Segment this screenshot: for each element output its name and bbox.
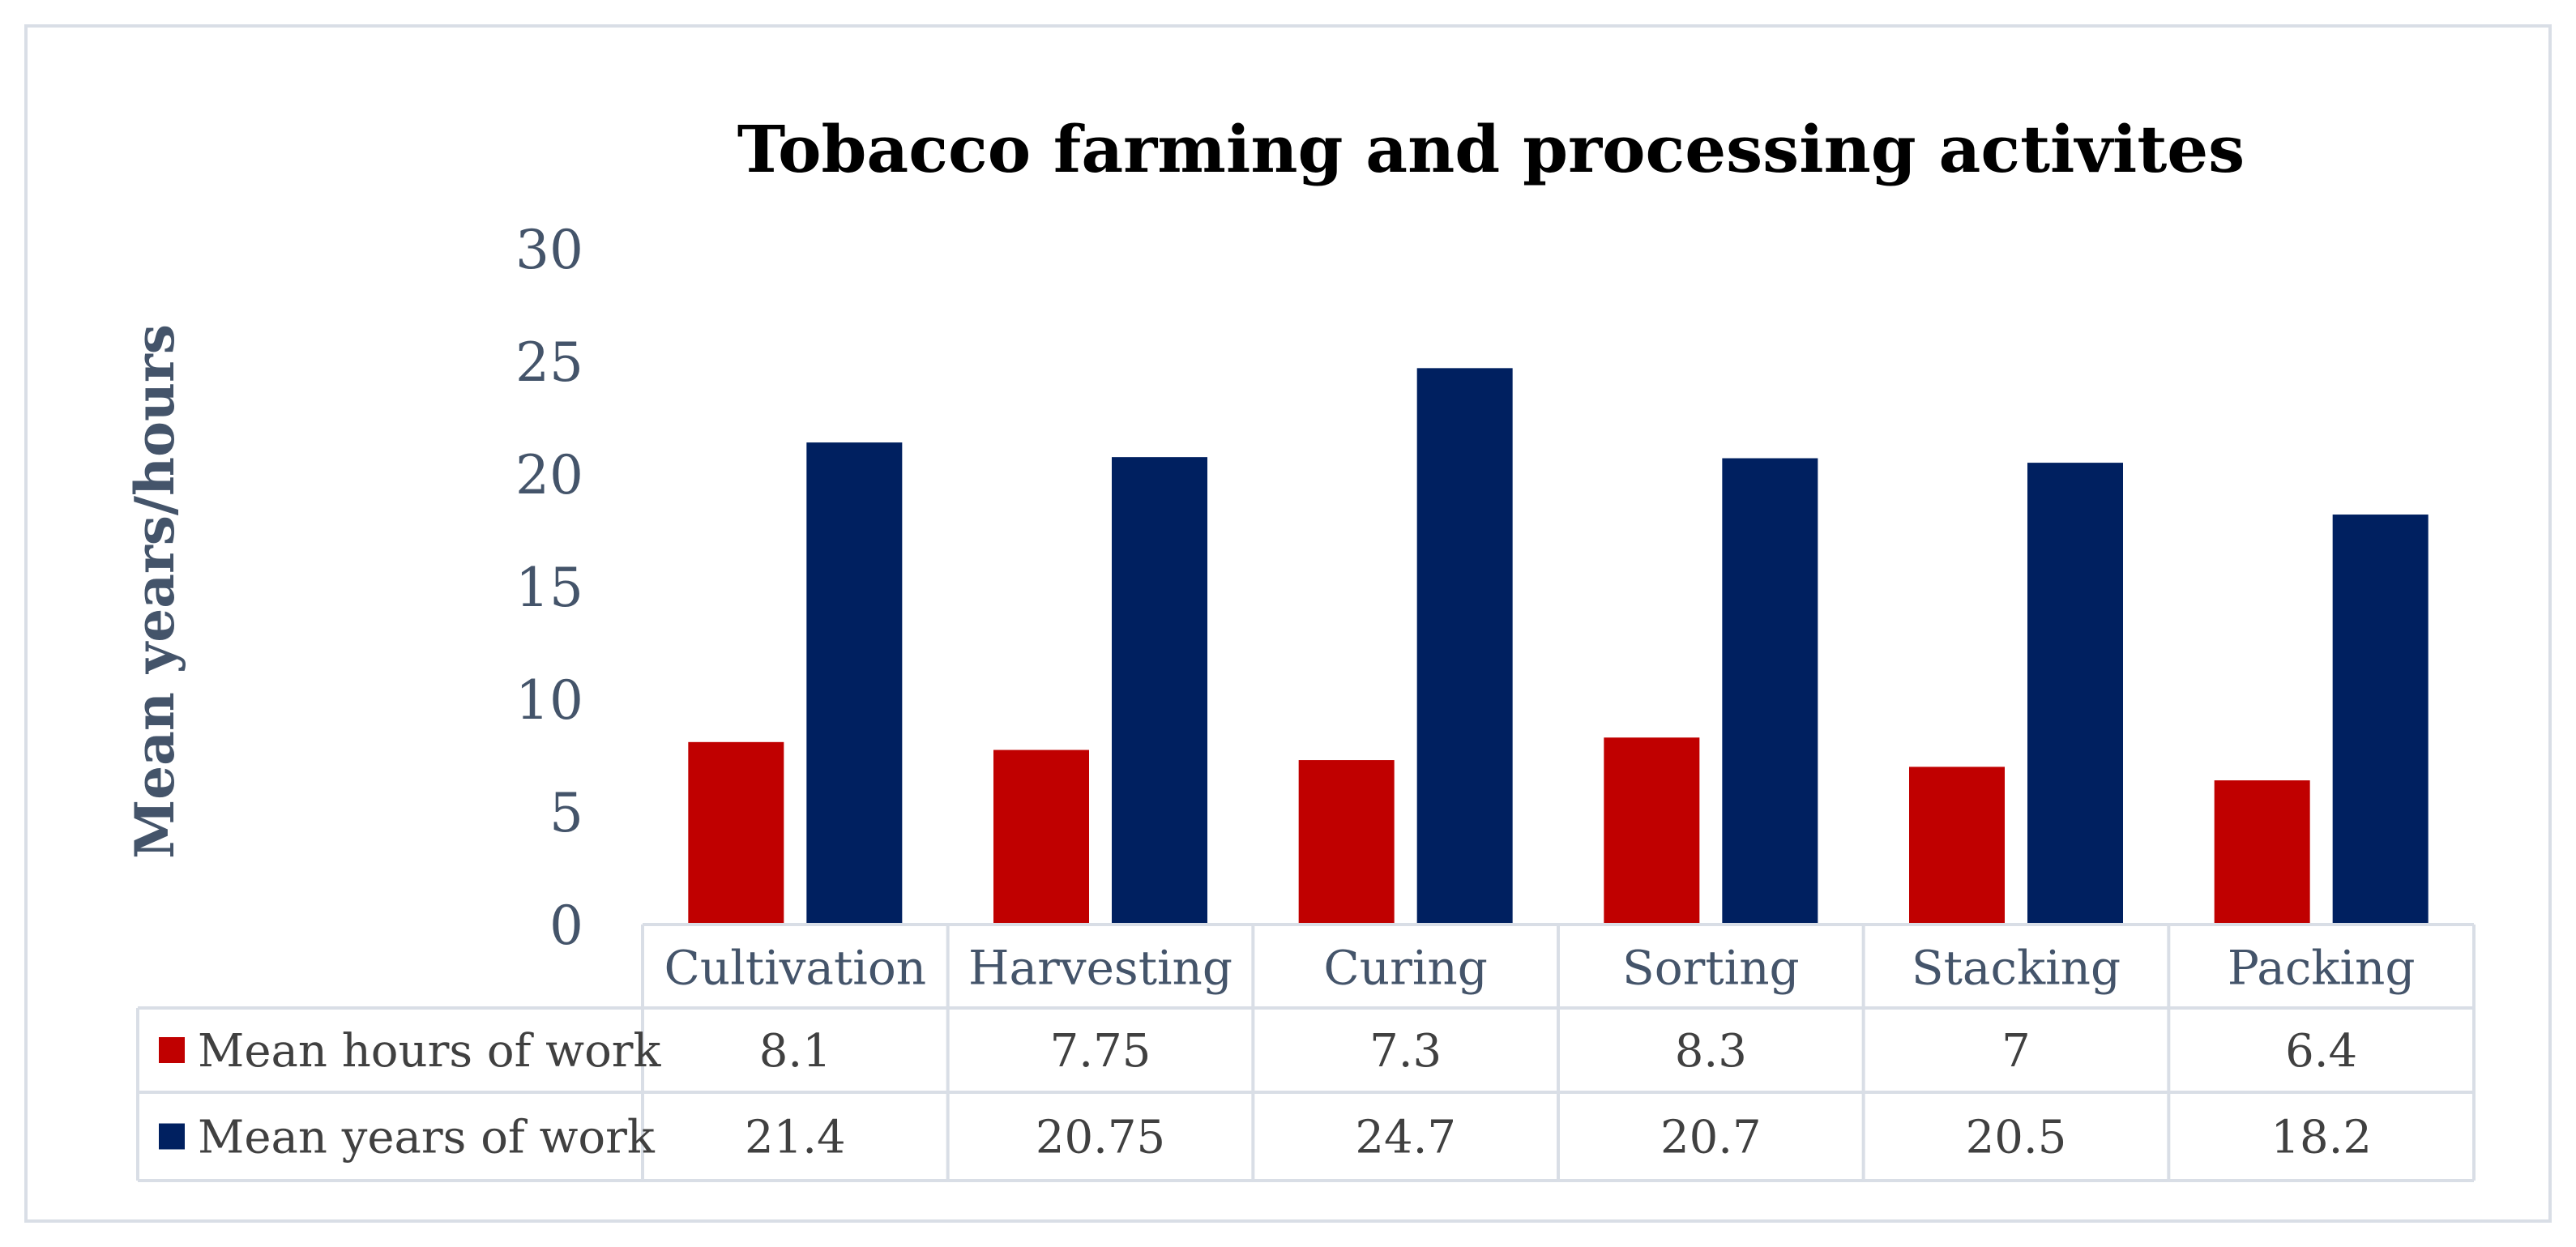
x-tick-label: Curing <box>1323 941 1488 996</box>
y-tick-label: 20 <box>515 444 583 506</box>
x-tick-label: Sorting <box>1622 941 1800 996</box>
y-axis-ticks: 0 5 10 15 20 25 30 <box>515 219 583 957</box>
bar-years-stacking <box>2027 463 2123 925</box>
bar-years-sorting <box>1722 458 1818 925</box>
legend-label: Mean hours of work <box>198 1025 662 1078</box>
data-label: 18.2 <box>2271 1112 2372 1164</box>
chart-border <box>24 24 2552 1223</box>
data-label: 8.3 <box>1675 1025 1747 1078</box>
y-tick-label: 15 <box>515 557 583 619</box>
bar-hours-cultivation <box>688 741 784 925</box>
legend-swatch <box>159 1037 185 1063</box>
x-tick-label: Stacking <box>1912 941 2121 996</box>
chart-title: Tobacco farming and processing activites <box>737 111 2245 187</box>
data-label: 6.4 <box>2285 1025 2357 1078</box>
bar-hours-sorting <box>1604 737 1700 925</box>
y-tick-label: 5 <box>549 782 583 844</box>
y-axis-label: Mean years/hours <box>123 324 186 859</box>
legend-label: Mean years of work <box>198 1112 656 1164</box>
bar-years-cultivation <box>806 442 903 925</box>
x-tick-label: Cultivation <box>664 941 927 996</box>
data-label: 20.75 <box>1036 1112 1165 1164</box>
y-tick-label: 25 <box>515 331 583 394</box>
bar-hours-stacking <box>1909 767 2005 925</box>
y-tick-label: 0 <box>549 895 583 957</box>
data-label: 7.75 <box>1050 1025 1151 1078</box>
data-label: 24.7 <box>1355 1112 1456 1164</box>
bar-hours-harvesting <box>993 749 1089 925</box>
bar-years-packing <box>2332 515 2429 925</box>
data-label: 20.5 <box>1966 1112 2067 1164</box>
x-tick-label: Packing <box>2228 941 2416 996</box>
data-label: 20.7 <box>1660 1112 1762 1164</box>
bar-years-harvesting <box>1112 457 1207 925</box>
x-tick-label: Harvesting <box>968 941 1232 996</box>
bar-years-curing <box>1416 368 1513 925</box>
bar-hours-packing <box>2214 780 2310 925</box>
data-label: 21.4 <box>745 1112 846 1164</box>
y-tick-label: 30 <box>515 219 583 281</box>
bars <box>688 368 2429 925</box>
data-label: 7 <box>2001 1025 2031 1078</box>
data-label: 7.3 <box>1369 1025 1442 1078</box>
data-label: 8.1 <box>759 1025 831 1078</box>
legend-swatch <box>159 1123 185 1150</box>
bar-hours-curing <box>1298 760 1395 925</box>
data-table: Cultivation Harvesting Curing Sorting Stacki… <box>136 923 2476 1182</box>
y-tick-label: 10 <box>515 669 583 732</box>
